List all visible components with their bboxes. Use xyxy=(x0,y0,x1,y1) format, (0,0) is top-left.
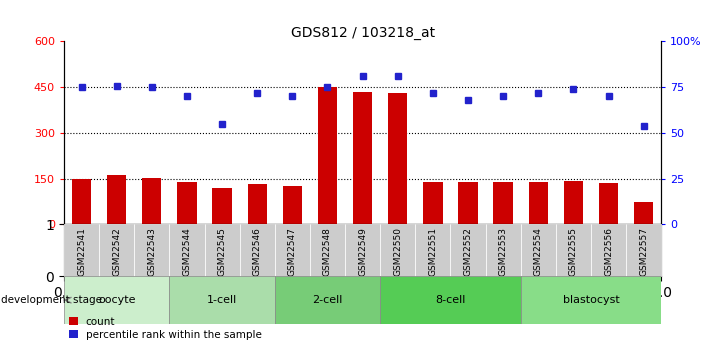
Bar xyxy=(64,276,169,324)
Text: GSM22547: GSM22547 xyxy=(288,227,297,276)
Bar xyxy=(564,181,583,224)
Bar xyxy=(169,224,205,276)
Bar xyxy=(388,92,407,224)
Text: GSM22555: GSM22555 xyxy=(569,227,578,276)
Bar xyxy=(626,224,661,276)
Bar xyxy=(451,224,486,276)
Bar xyxy=(134,224,169,276)
Text: 1-cell: 1-cell xyxy=(207,295,237,305)
Bar xyxy=(599,183,618,224)
Bar xyxy=(556,224,591,276)
Text: GSM22554: GSM22554 xyxy=(534,227,542,276)
Bar xyxy=(353,92,373,224)
Bar xyxy=(380,276,520,324)
Bar xyxy=(380,224,415,276)
Bar xyxy=(247,184,267,224)
Text: GSM22546: GSM22546 xyxy=(252,227,262,276)
Bar xyxy=(240,224,274,276)
Text: 2-cell: 2-cell xyxy=(312,295,343,305)
Text: GSM22551: GSM22551 xyxy=(428,227,437,276)
Bar xyxy=(528,181,548,224)
Bar xyxy=(107,175,127,224)
Bar xyxy=(459,183,478,224)
Bar xyxy=(310,224,345,276)
Text: GSM22545: GSM22545 xyxy=(218,227,227,276)
Bar xyxy=(318,87,337,224)
Bar xyxy=(283,186,302,224)
Legend: count, percentile rank within the sample: count, percentile rank within the sample xyxy=(69,317,262,340)
Text: GSM22549: GSM22549 xyxy=(358,227,367,276)
Text: oocyte: oocyte xyxy=(98,295,135,305)
Bar xyxy=(72,179,91,224)
Text: GSM22541: GSM22541 xyxy=(77,227,86,276)
Text: GSM22550: GSM22550 xyxy=(393,227,402,276)
Text: GSM22543: GSM22543 xyxy=(147,227,156,276)
Bar xyxy=(274,224,310,276)
Text: GSM22548: GSM22548 xyxy=(323,227,332,276)
Text: GSM22544: GSM22544 xyxy=(183,227,191,276)
Bar xyxy=(634,202,653,224)
Bar xyxy=(493,182,513,224)
Bar xyxy=(213,188,232,224)
Bar xyxy=(486,224,520,276)
Bar xyxy=(142,178,161,224)
Text: GSM22552: GSM22552 xyxy=(464,227,473,276)
Text: GSM22553: GSM22553 xyxy=(498,227,508,276)
Text: blastocyst: blastocyst xyxy=(562,295,619,305)
Bar xyxy=(205,224,240,276)
Text: GSM22557: GSM22557 xyxy=(639,227,648,276)
Text: GSM22556: GSM22556 xyxy=(604,227,613,276)
Bar xyxy=(99,224,134,276)
Bar xyxy=(415,224,451,276)
Text: GSM22542: GSM22542 xyxy=(112,227,121,276)
Bar xyxy=(520,276,661,324)
Bar xyxy=(520,224,556,276)
Text: development stage: development stage xyxy=(1,295,102,305)
Bar xyxy=(345,224,380,276)
Bar xyxy=(177,181,197,224)
Bar xyxy=(169,276,274,324)
Bar xyxy=(64,224,99,276)
Text: 8-cell: 8-cell xyxy=(435,295,466,305)
Bar xyxy=(274,276,380,324)
Bar xyxy=(591,224,626,276)
Bar xyxy=(423,181,442,224)
Title: GDS812 / 103218_at: GDS812 / 103218_at xyxy=(291,26,434,40)
